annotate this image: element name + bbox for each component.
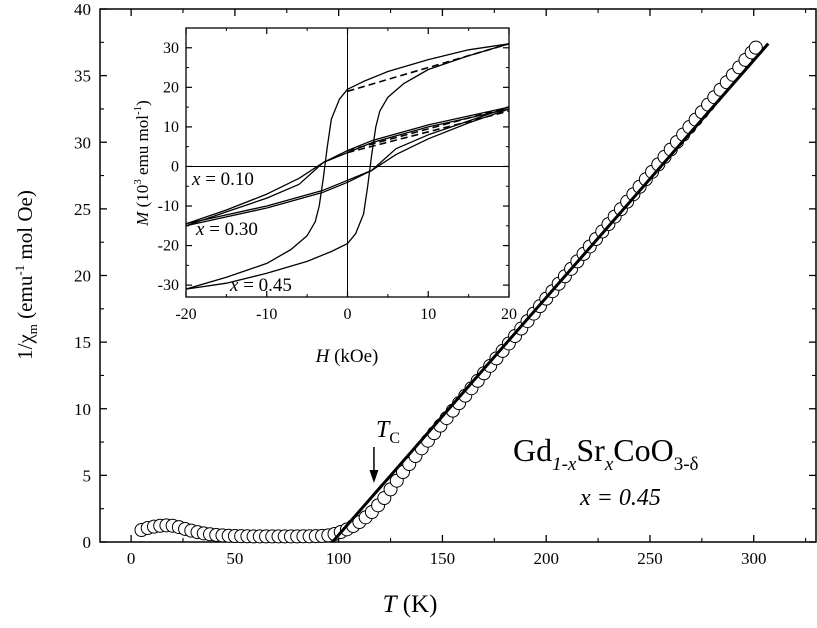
x-axis-label: T (K) [383,591,438,618]
y-tick-label: 25 [74,200,91,219]
inset-y-tick-label: -20 [158,238,179,255]
formula-label: Gd1-xSrxCoO3-δ [513,432,699,475]
tc-arrow [369,447,379,483]
x-tick-label: 300 [741,549,767,568]
y-axis-label: 1/χm (emu-1 mol Oe) [12,190,40,360]
y-tick-label: 35 [74,67,91,86]
inset-y-axis-label: M (103 emu mol-1) [132,100,152,227]
inset-x-tick-label: 20 [501,306,517,323]
inset-axes-lines [186,28,509,297]
x-tick-label: 0 [127,549,136,568]
x-tick-label: 200 [533,549,559,568]
inset-x-tick-label: -10 [256,306,277,323]
hysteresis-branch-down [186,43,509,290]
hysteresis-branch-up [186,106,509,227]
tc-arrow-head [369,470,379,483]
x-tick-label: 150 [430,549,456,568]
inset-y-tick-label: 30 [163,40,179,57]
inset-plot-marks [186,43,509,290]
inset-curve-label: x = 0.45 [229,275,292,296]
tc-label: TC [376,417,400,447]
inset-x-tick-label: 10 [420,306,436,323]
inset-curve-labels: x = 0.10 x = 0.30 x = 0.45 [191,169,292,296]
x-tick-label: 100 [326,549,352,568]
fit-line [331,42,770,543]
hysteresis-branch-down [186,106,509,227]
inset-x-tick-label: -20 [175,306,196,323]
inset-y-tick-label: 10 [163,119,179,136]
inset-y-tick-label: -30 [158,277,179,294]
y-tick-label: 20 [74,267,91,286]
inset-x-axis-label: H (kOe) [315,346,379,367]
y-tick-label: 0 [83,533,92,552]
y-tick-label: 40 [74,0,91,19]
data-point [748,40,763,55]
y-tick-label: 30 [74,133,91,152]
inset-y-tick-label: 20 [163,79,179,96]
inset-axis-ticks: -20 -10 0 10 20 -30 -20 -10 0 10 20 30 [158,28,517,323]
inset-y-tick-label: -10 [158,198,179,215]
composition-label: x = 0.45 [579,485,661,511]
high-field-fit-line [347,110,509,154]
main-plot-marks [134,40,770,544]
high-field-fit-line [347,43,509,93]
hysteresis-branch-up [186,43,509,290]
y-tick-label: 10 [74,400,91,419]
inset-curve-label: x = 0.30 [195,219,258,240]
high-field-fit-line [347,106,509,152]
y-tick-label: 5 [83,466,92,485]
inset-curve-label: x = 0.10 [191,169,254,190]
inset-y-tick-label: 0 [171,158,179,175]
x-tick-label: 50 [226,549,243,568]
inset-x-tick-label: 0 [344,306,352,323]
y-tick-label: 15 [74,333,91,352]
x-tick-label: 250 [637,549,663,568]
